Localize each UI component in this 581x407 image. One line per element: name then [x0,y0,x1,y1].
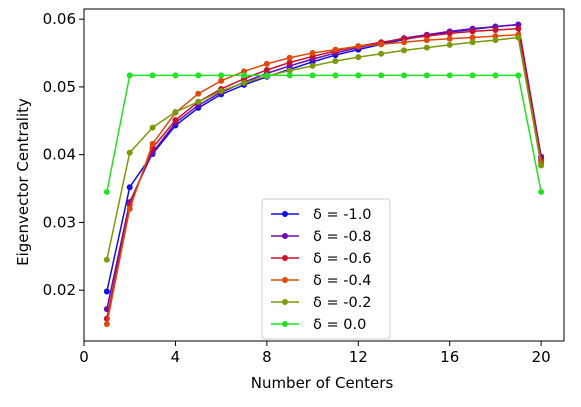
data-point [355,43,362,50]
data-point [469,72,476,79]
x-tick-label: 8 [262,348,272,366]
y-tick-label: 0.04 [43,146,76,164]
legend-label-4: δ = -0.2 [313,295,372,311]
data-point [103,188,110,195]
axes-frame [83,8,565,342]
data-point [149,72,156,79]
data-point [149,140,156,147]
data-point [378,72,385,79]
data-point [195,90,202,97]
data-point [309,62,316,69]
data-point [469,39,476,46]
legend-label-5: δ = 0.0 [313,317,366,333]
data-point [538,162,545,169]
data-point [515,25,522,32]
y-tick-label: 0.05 [43,78,76,96]
data-point [515,72,522,79]
data-point [378,41,385,48]
legend-marker-3 [282,277,288,283]
data-point [241,79,247,86]
data-point [286,59,293,66]
data-point [446,30,453,37]
data-point [195,98,202,105]
data-point [286,72,293,79]
axes: 0 4 8 12 16 20 0.02 0.03 0.04 0.05 0.06 [43,8,565,366]
legend-label-1: δ = -0.8 [313,229,372,245]
data-point [538,188,545,195]
x-axis-label: Number of Centers [251,374,394,392]
legend-label-3: δ = -0.4 [313,273,372,289]
legend-box [261,198,391,340]
data-point [492,72,499,79]
data-point [103,288,110,295]
data-point [126,184,133,191]
data-point [286,67,293,74]
data-point [263,66,270,73]
data-point [309,72,316,79]
data-point [195,72,202,79]
data-point [263,72,270,79]
data-point [332,72,339,79]
data-point [103,321,110,328]
data-point [515,34,522,41]
data-point [401,39,407,46]
x-tick-label: 4 [171,348,181,366]
legend-marker-4 [282,299,288,305]
data-point [355,72,362,79]
series-line-2 [106,27,542,319]
data-point [218,87,225,94]
data-point [446,41,453,48]
legend-label-2: δ = -0.6 [313,251,372,267]
data-point [492,37,499,44]
legend: δ = -1.0 δ = -0.8 δ = -0.6 δ = -0.4 δ = -0.2… [261,198,391,340]
data-point [401,47,407,54]
data-point [469,28,476,35]
x-tick-label: 12 [349,348,368,366]
data-point [218,72,225,79]
series-line-4 [106,36,542,260]
legend-marker-1 [282,233,288,239]
data-point [332,58,339,65]
data-point [378,50,385,57]
data-point [172,72,179,79]
legend-marker-2 [282,255,288,261]
data-point [172,117,179,124]
x-tick-label: 20 [532,348,551,366]
data-point [355,54,362,61]
data-point [401,72,407,79]
x-tick-label: 16 [440,348,459,366]
data-point [423,44,430,51]
data-point [172,108,179,115]
data-point [126,72,133,79]
x-tick-label: 0 [79,348,89,366]
data-point [103,256,110,263]
legend-marker-0 [282,211,288,217]
data-point [218,77,225,84]
y-tick-label: 0.06 [43,10,76,28]
data-point [263,60,270,67]
data-point [126,205,133,212]
plot-area [103,21,545,328]
legend-label-0: δ = -1.0 [313,207,372,223]
data-point [446,35,453,42]
data-point [492,27,499,33]
data-point [423,37,430,44]
data-point [149,124,156,131]
data-point [286,54,293,61]
data-point [469,34,476,41]
series-line-5 [106,74,542,193]
data-point [241,72,247,79]
data-point [423,72,430,79]
data-point [126,149,133,156]
series-line-1 [106,23,542,310]
data-point [309,50,316,57]
data-point [446,72,453,79]
y-tick-label: 0.02 [43,281,76,299]
y-tick-label: 0.03 [43,213,76,231]
data-point [332,46,339,53]
y-axis-label: Eigenvector Centrality [14,98,32,266]
legend-marker-5 [282,321,288,327]
